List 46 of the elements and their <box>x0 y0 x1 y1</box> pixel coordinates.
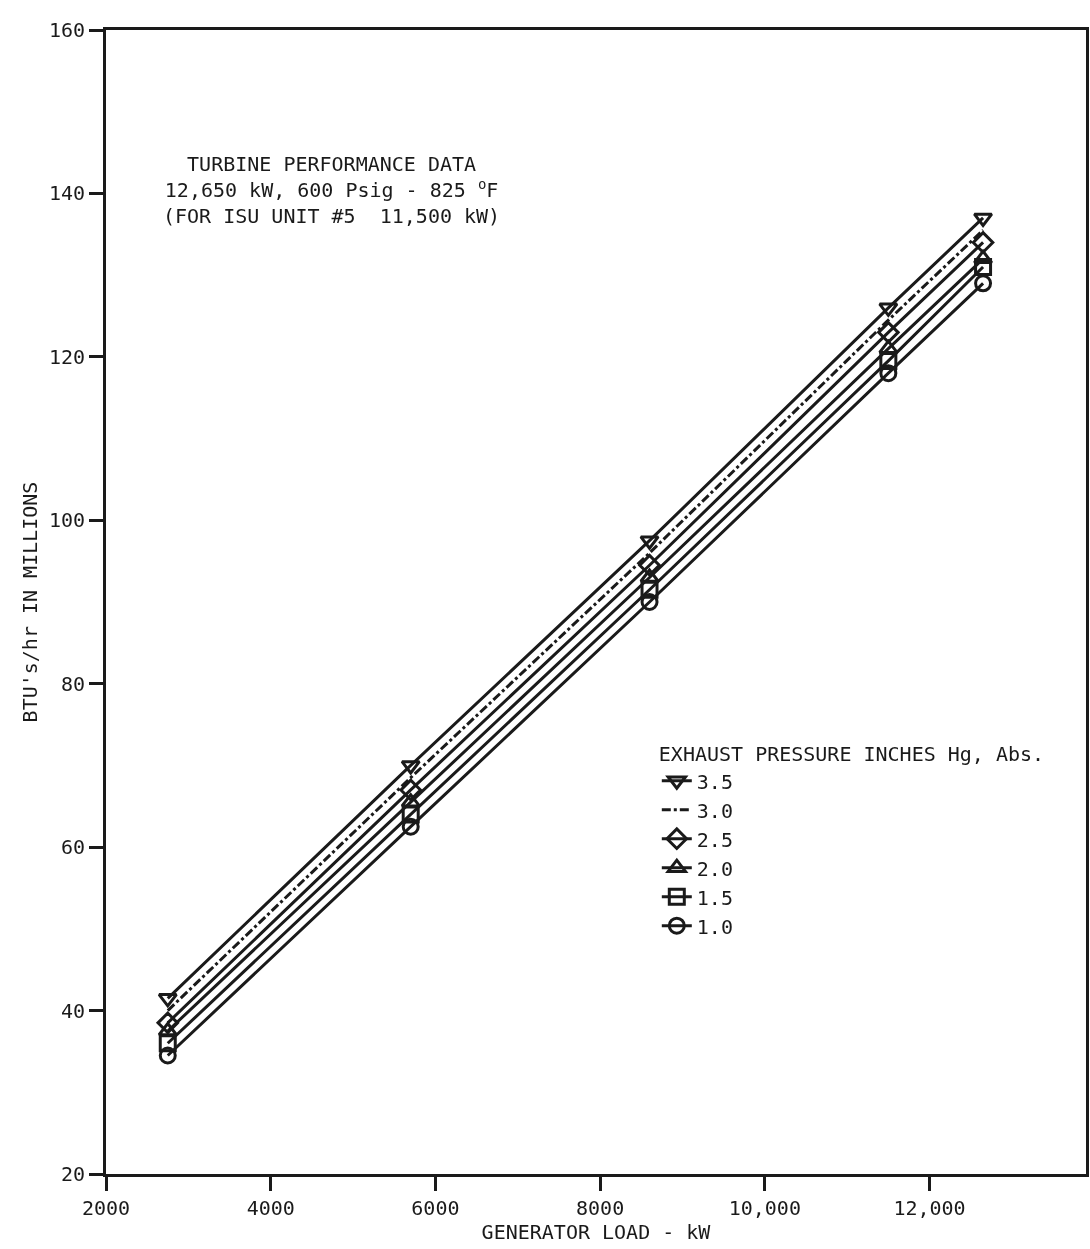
legend-label: 3.5 <box>696 769 733 794</box>
legend-label: 2.0 <box>696 856 733 881</box>
legend-title: EXHAUST PRESSURE INCHES Hg, Abs. <box>658 742 1045 767</box>
y-tick-label: 40 <box>60 998 85 1023</box>
y-tick-label: 140 <box>48 181 85 206</box>
point <box>878 302 899 317</box>
legend-label: 2.5 <box>696 827 733 852</box>
y-tick-label: 80 <box>60 671 85 696</box>
point <box>400 793 421 808</box>
point <box>639 535 660 550</box>
legend-label: 1.5 <box>696 885 733 910</box>
point <box>640 580 659 599</box>
legend-label: 1.0 <box>696 914 733 939</box>
x-tick-label: 12,000 <box>893 1196 966 1220</box>
point <box>401 817 420 836</box>
point <box>640 593 659 611</box>
x-axis-title: GENERATOR LOAD - kW <box>481 1220 712 1244</box>
x-tick-label: 2000 <box>81 1196 131 1220</box>
point <box>879 351 898 370</box>
text: TURBINE PERFORMANCE DATA <box>187 152 477 176</box>
y-tick-label: 100 <box>48 508 85 533</box>
y-tick-label: 160 <box>48 18 85 42</box>
y-axis-title: BTU's/hr IN MILLIONS <box>18 481 43 723</box>
y-tick-label: 20 <box>60 1162 85 1186</box>
point <box>971 231 995 254</box>
x-tick-label: 8000 <box>576 1196 625 1220</box>
point <box>157 1022 178 1037</box>
point <box>972 249 994 265</box>
point <box>158 1034 177 1053</box>
point <box>877 321 900 344</box>
x-tick-label: 6000 <box>411 1196 460 1220</box>
point <box>158 1046 177 1065</box>
point <box>401 805 420 824</box>
point <box>156 1011 180 1035</box>
x-tick-label: 10,000 <box>728 1196 801 1220</box>
point <box>638 553 661 577</box>
text: 12,650 kW, 600 Psig - 825 $^{o}$F (FOR ISU UNIT #5 11,500 kW) <box>163 175 501 228</box>
point <box>974 257 993 276</box>
point <box>639 568 660 583</box>
point <box>399 778 422 802</box>
legend-label: 3.0 <box>696 798 733 823</box>
x-tick-label: 4000 <box>246 1196 295 1220</box>
y-tick-label: 60 <box>60 835 85 860</box>
y-tick-label: 120 <box>48 344 85 369</box>
point <box>974 274 993 293</box>
point <box>879 364 898 383</box>
